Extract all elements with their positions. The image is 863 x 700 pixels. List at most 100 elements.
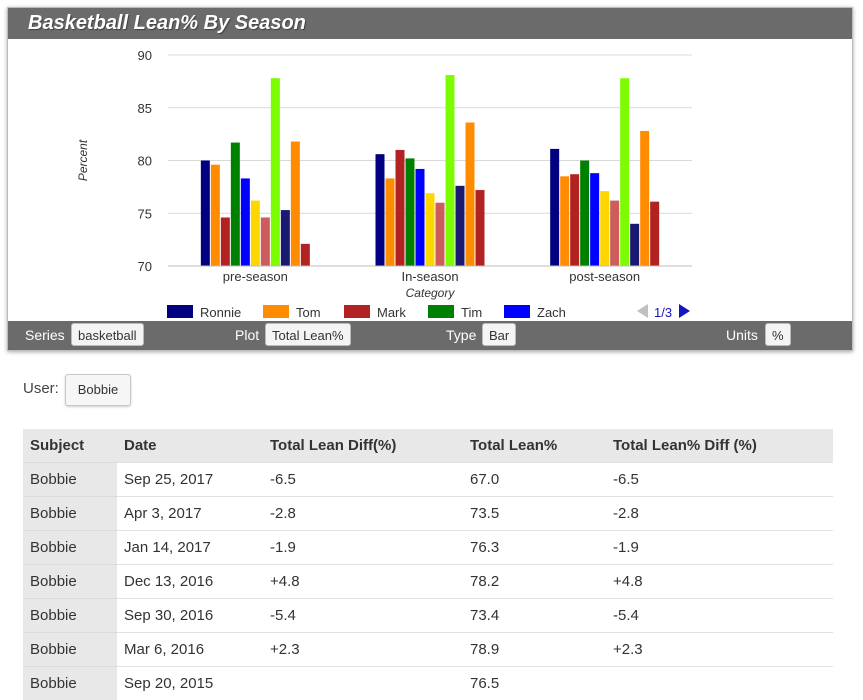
bar — [211, 165, 220, 266]
y-tick-label: 75 — [138, 206, 152, 221]
column-header-total-lean[interactable]: Total Lean% — [463, 429, 606, 463]
bar — [261, 217, 270, 266]
cell-total-lean-pct-diff: +4.8 — [606, 565, 833, 599]
cell-subject: Bobbie — [23, 667, 117, 700]
column-header-date[interactable]: Date — [117, 429, 263, 463]
legend-next-icon[interactable] — [679, 304, 690, 318]
column-header-total-lean-pct-diff[interactable]: Total Lean% Diff (%) — [606, 429, 833, 463]
cell-total-lean: 67.0 — [463, 463, 606, 497]
chart-controls: Series basketball Plot Total Lean% Type … — [8, 321, 852, 350]
series-select[interactable]: basketball — [71, 323, 144, 346]
bar — [251, 201, 260, 266]
legend-swatch — [344, 305, 370, 318]
bar — [446, 75, 455, 266]
plot-select[interactable]: Total Lean% — [265, 323, 351, 346]
bar — [640, 131, 649, 266]
lean-history-table: Subject Date Total Lean Diff(%) Total Le… — [23, 429, 833, 700]
y-axis-title: Percent — [76, 139, 90, 181]
cell-total-lean: 78.9 — [463, 633, 606, 667]
series-label: Series — [25, 327, 65, 343]
bar — [201, 161, 210, 267]
legend-swatch — [263, 305, 289, 318]
cell-date: Dec 13, 2016 — [117, 565, 263, 599]
legend-prev-icon[interactable] — [637, 304, 648, 318]
bar — [580, 161, 589, 267]
cell-date: Apr 3, 2017 — [117, 497, 263, 531]
legend-label: Mark — [377, 305, 406, 320]
bar — [550, 149, 559, 266]
bar — [406, 158, 415, 266]
cell-total-lean-diff: -6.5 — [263, 463, 463, 497]
user-label: User: — [23, 380, 59, 397]
bar — [600, 191, 609, 266]
bar — [231, 143, 240, 266]
column-header-total-lean-diff[interactable]: Total Lean Diff(%) — [263, 429, 463, 463]
x-tick-label: post-season — [569, 269, 640, 284]
cell-subject: Bobbie — [23, 463, 117, 497]
units-select[interactable]: % — [765, 323, 791, 346]
bar — [416, 169, 425, 266]
y-tick-label: 85 — [138, 101, 152, 116]
cell-subject: Bobbie — [23, 599, 117, 633]
bar — [221, 217, 230, 266]
cell-date: Sep 30, 2016 — [117, 599, 263, 633]
legend-swatch — [428, 305, 454, 318]
bar — [456, 186, 465, 266]
cell-total-lean-diff: -2.8 — [263, 497, 463, 531]
x-tick-label: pre-season — [223, 269, 288, 284]
cell-total-lean-diff: +4.8 — [263, 565, 463, 599]
type-label: Type — [446, 327, 476, 343]
bar — [476, 190, 485, 266]
legend-label: Tom — [296, 305, 321, 320]
cell-total-lean: 76.3 — [463, 531, 606, 565]
cell-subject: Bobbie — [23, 531, 117, 565]
bar — [570, 174, 579, 266]
table-header-row: Subject Date Total Lean Diff(%) Total Le… — [23, 429, 833, 463]
y-tick-label: 70 — [138, 259, 152, 274]
bar — [560, 176, 569, 266]
units-label: Units — [726, 327, 758, 343]
cell-total-lean-diff: -5.4 — [263, 599, 463, 633]
user-select-button[interactable]: Bobbie — [65, 374, 131, 406]
legend-swatch — [504, 305, 530, 318]
bar — [396, 150, 405, 266]
bar — [590, 173, 599, 266]
cell-total-lean-pct-diff: -5.4 — [606, 599, 833, 633]
cell-subject: Bobbie — [23, 633, 117, 667]
cell-total-lean-pct-diff: -1.9 — [606, 531, 833, 565]
cell-total-lean: 73.4 — [463, 599, 606, 633]
cell-date: Sep 20, 2015 — [117, 667, 263, 700]
y-tick-label: 80 — [138, 154, 152, 169]
cell-subject: Bobbie — [23, 565, 117, 599]
legend-page-indicator: 1/3 — [654, 305, 672, 320]
bar — [610, 201, 619, 266]
cell-total-lean-pct-diff: -6.5 — [606, 463, 833, 497]
column-header-subject[interactable]: Subject — [23, 429, 117, 463]
bar — [281, 210, 290, 266]
legend-label: Ronnie — [200, 305, 241, 320]
type-select[interactable]: Bar — [482, 323, 516, 346]
bar — [291, 142, 300, 266]
y-tick-label: 90 — [138, 48, 152, 63]
cell-subject: Bobbie — [23, 497, 117, 531]
bar — [386, 178, 395, 266]
plot-label: Plot — [235, 327, 259, 343]
legend-swatch — [167, 305, 193, 318]
legend-label: Zach — [537, 305, 566, 320]
cell-date: Jan 14, 2017 — [117, 531, 263, 565]
cell-total-lean: 73.5 — [463, 497, 606, 531]
chart-title: Basketball Lean% By Season — [8, 8, 852, 39]
cell-total-lean-pct-diff: +2.3 — [606, 633, 833, 667]
bar — [436, 203, 445, 266]
bar — [426, 193, 435, 266]
bar — [630, 224, 639, 266]
cell-date: Mar 6, 2016 — [117, 633, 263, 667]
